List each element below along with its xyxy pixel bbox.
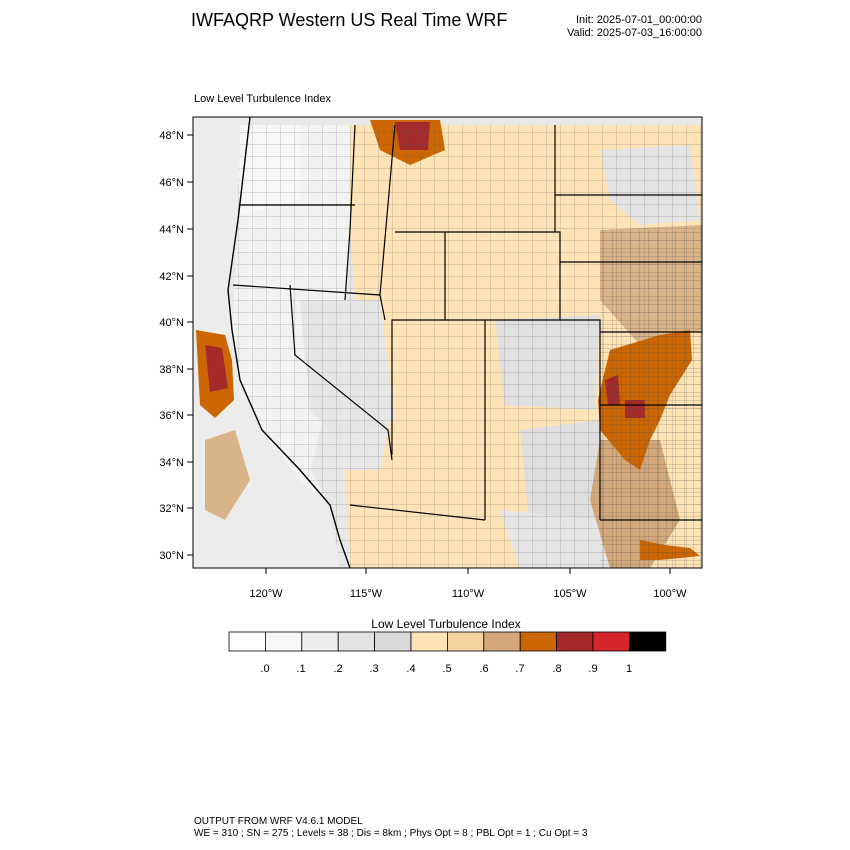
colorbar-swatch [301,631,339,652]
lat-labels: 48°N 46°N 44°N 42°N 40°N 38°N 36°N 34°N … [159,130,184,562]
lon-ticks [265,568,671,574]
lat-label: 40°N [159,317,184,329]
field-calcoast-red [205,345,228,392]
init-time: Init: 2025-07-01_00:00:00 [576,14,702,26]
colorbar-label: .8 [552,663,562,675]
county-lines-plains [600,230,702,568]
lat-label: 36°N [159,410,184,422]
lon-labels: 120°W 115°W 110°W 105°W 100°W [249,588,687,600]
colorbar-swatch [410,631,448,652]
lon-label: 105°W [553,588,587,600]
lat-label: 38°N [159,364,184,376]
lat-label: 44°N [159,224,184,236]
lat-label: 30°N [159,550,184,562]
colorbar-label: .4 [406,663,416,675]
lat-label: 46°N [159,177,184,189]
colorbar-label: .9 [588,663,598,675]
lat-label: 48°N [159,130,184,142]
lat-label: 34°N [159,457,184,469]
colorbar-label: .2 [333,663,343,675]
colorbar-swatch [556,631,594,652]
colorbar-swatch [374,631,412,652]
map-title: IWFAQRP Western US Real Time WRF [191,10,508,30]
field-socal-tan [205,430,250,520]
footer-model-line: OUTPUT FROM WRF V4.6.1 MODEL [194,816,363,827]
colorbar-label: 1 [625,663,633,675]
colorbar-swatch [592,631,630,652]
colorbar-swatch [519,631,558,652]
plot-field-label: Low Level Turbulence Index [194,93,331,105]
colorbar-swatch [483,631,521,652]
lon-label: 120°W [249,588,283,600]
colorbar-swatch [629,631,667,652]
lon-label: 115°W [350,588,383,600]
colorbar [228,631,667,652]
colorbar-swatch [264,631,303,652]
map-frame [192,116,703,569]
lat-label: 32°N [159,503,184,515]
colorbar-title: Low Level Turbulence Index [371,617,521,631]
colorbar-swatch [228,631,266,652]
colorbar-label: .7 [515,663,525,675]
colorbar-label: .6 [479,663,489,675]
colorbar-swatch [446,631,485,652]
colorbar-label: .0 [260,663,270,675]
lon-label: 110°W [452,588,485,600]
state-boundaries [232,124,702,521]
coastline [227,117,351,568]
colorbar-label: .5 [442,663,452,675]
lat-label: 42°N [159,271,184,283]
map-field [193,117,702,568]
colorbar-swatch [337,631,376,652]
lat-ticks [187,134,193,556]
footer-config-line: WE = 310 ; SN = 275 ; Levels = 38 ; Dis … [194,828,588,839]
lon-label: 100°W [653,588,687,600]
colorbar-label: .3 [369,663,379,675]
colorbar-label: .1 [296,663,306,675]
valid-time: Valid: 2025-07-03_16:00:00 [567,27,702,39]
